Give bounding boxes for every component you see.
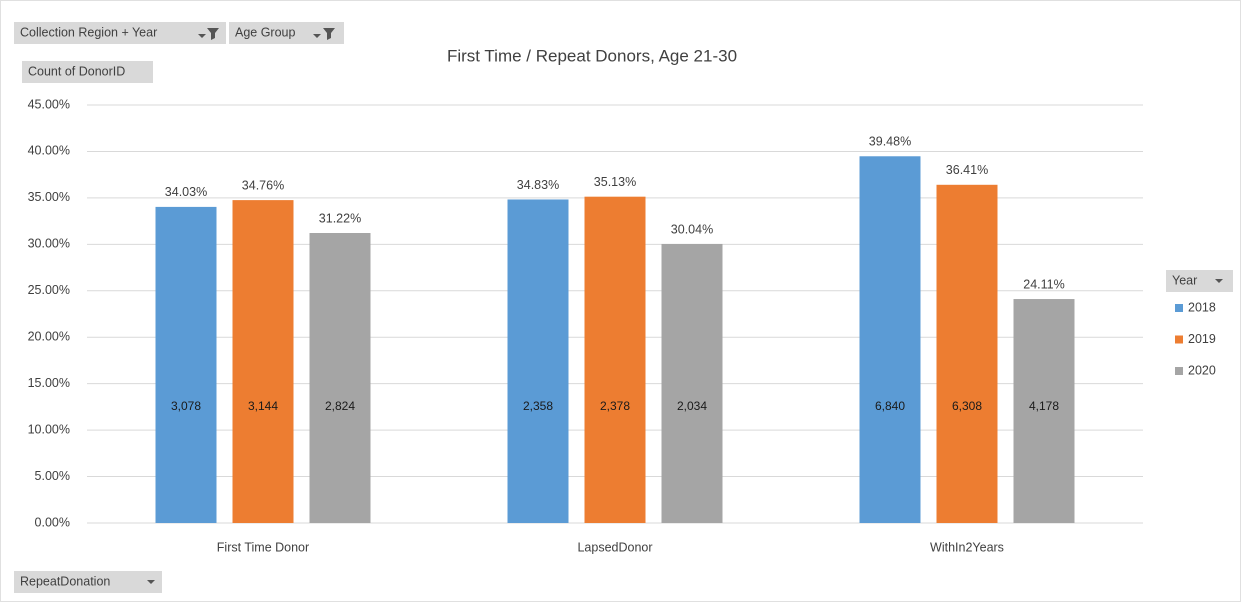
y-tick-label: 0.00% [35, 515, 70, 529]
count-label: 3,078 [171, 399, 201, 413]
x-tick-label: LapsedDonor [577, 540, 652, 554]
value-button-label: Count of DonorID [28, 64, 125, 78]
count-label: 4,178 [1029, 399, 1059, 413]
y-tick-label: 35.00% [28, 190, 70, 204]
legend-title: Year [1172, 273, 1197, 287]
x-tick-label: First Time Donor [217, 540, 309, 554]
y-tick-label: 25.00% [28, 283, 70, 297]
bar [859, 156, 921, 524]
filter-icon [313, 28, 335, 40]
y-tick-label: 20.00% [28, 330, 70, 344]
bar [309, 233, 371, 523]
count-label: 2,358 [523, 399, 553, 413]
value-label: 34.03% [165, 185, 207, 199]
value-label: 35.13% [594, 175, 636, 189]
count-label: 6,840 [875, 399, 905, 413]
y-tick-label: 40.00% [28, 144, 70, 158]
bar [936, 184, 998, 523]
filter-button-label: Age Group [235, 25, 296, 39]
count-label: 2,034 [677, 399, 707, 413]
legend-swatch [1175, 367, 1183, 375]
y-tick-label: 5.00% [35, 469, 70, 483]
legend-swatch [1175, 304, 1183, 312]
chart-title: First Time / Repeat Donors, Age 21-30 [447, 46, 737, 65]
value-label: 24.11% [1023, 277, 1064, 291]
filter-button[interactable] [229, 22, 344, 44]
bar [661, 243, 723, 523]
y-tick-label: 30.00% [28, 237, 70, 251]
legend-label: 2018 [1188, 300, 1216, 314]
legend-button[interactable] [1166, 270, 1233, 292]
filter-button[interactable] [14, 22, 226, 44]
y-tick-label: 45.00% [28, 97, 70, 111]
value-button[interactable] [22, 61, 153, 83]
y-tick-label: 15.00% [28, 376, 70, 390]
bar [155, 206, 217, 523]
value-label: 36.41% [946, 163, 988, 177]
filter-icon [198, 28, 219, 40]
bar [232, 200, 294, 523]
legend-swatch [1175, 335, 1183, 344]
axis-button[interactable] [14, 571, 162, 593]
axis-button-label: RepeatDonation [20, 574, 110, 588]
bar [584, 196, 646, 523]
value-label: 30.04% [671, 222, 713, 236]
legend-label: 2019 [1188, 332, 1216, 346]
count-label: 3,144 [248, 399, 278, 413]
x-tick-label: WithIn2Years [930, 540, 1004, 554]
bar [507, 199, 569, 523]
bar [1013, 299, 1075, 523]
count-label: 6,308 [952, 399, 982, 413]
value-label: 34.76% [242, 178, 284, 192]
filter-button-label: Collection Region + Year [20, 25, 157, 39]
count-label: 2,824 [325, 399, 355, 413]
value-label: 39.48% [869, 135, 911, 149]
value-label: 31.22% [319, 211, 361, 225]
dropdown-icon [147, 580, 155, 584]
dropdown-icon [1215, 279, 1223, 283]
legend-label: 2020 [1188, 363, 1216, 377]
count-label: 2,378 [600, 399, 630, 413]
value-label: 34.83% [517, 178, 559, 192]
y-tick-label: 10.00% [28, 422, 70, 436]
